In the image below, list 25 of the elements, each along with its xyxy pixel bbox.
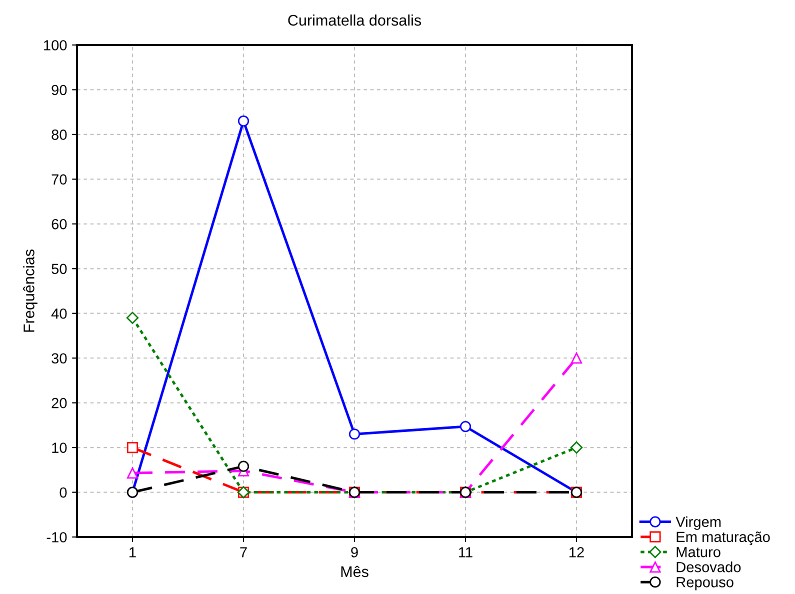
- y-tick-label: 10: [52, 442, 67, 453]
- y-tick-label: 70: [52, 174, 67, 185]
- x-axis-title: Mês: [341, 566, 368, 578]
- y-tick-label: 80: [52, 130, 67, 140]
- y-tick-label: -10: [46, 532, 67, 542]
- x-tick-label: 11: [459, 547, 472, 558]
- y-tick-label: 20: [52, 398, 67, 408]
- y-axis-title: Frequências: [23, 250, 38, 332]
- y-tick-label: 60: [52, 219, 67, 230]
- legend-label: Virgem: [676, 516, 721, 530]
- y-tick-label: 90: [52, 84, 67, 96]
- legend-label: Repouso: [676, 577, 734, 590]
- x-tick-label: 7: [240, 547, 247, 558]
- y-tick-label: 30: [52, 353, 67, 364]
- legend-label: Maturo: [676, 547, 720, 558]
- x-tick-label: 9: [351, 547, 358, 558]
- x-tick-label: 1: [130, 547, 136, 558]
- y-tick-label: 0: [60, 487, 67, 498]
- x-tick-label: 12: [570, 547, 584, 558]
- chart-title: Curimatella dorsalis: [288, 14, 422, 26]
- y-tick-label: 40: [51, 308, 67, 319]
- legend-label: Desovado: [676, 562, 741, 572]
- y-tick-label: 50: [52, 264, 67, 274]
- legend-label: Em maturação: [676, 531, 770, 546]
- y-tick-label: 100: [44, 40, 67, 50]
